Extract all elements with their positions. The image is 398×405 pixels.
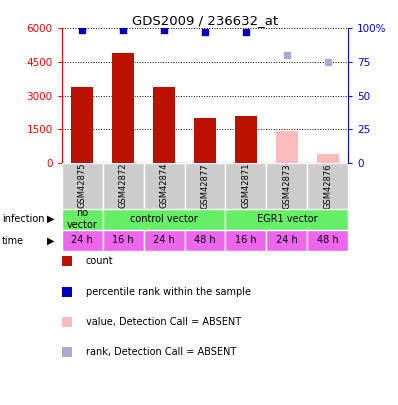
Bar bbox=[316, 154, 339, 163]
Text: value, Detection Call = ABSENT: value, Detection Call = ABSENT bbox=[86, 317, 241, 327]
Point bbox=[325, 59, 331, 65]
Bar bbox=[103, 209, 225, 230]
Text: GSM42873: GSM42873 bbox=[282, 163, 291, 209]
Bar bbox=[112, 53, 135, 163]
Text: infection: infection bbox=[2, 214, 45, 224]
Text: EGR1 vector: EGR1 vector bbox=[257, 214, 317, 224]
Bar bbox=[62, 230, 103, 251]
Bar bbox=[71, 87, 94, 163]
Text: GSM42877: GSM42877 bbox=[201, 163, 209, 209]
Text: GSM42871: GSM42871 bbox=[242, 163, 250, 209]
Text: 48 h: 48 h bbox=[317, 235, 339, 245]
Bar bbox=[235, 116, 257, 163]
Bar bbox=[62, 209, 103, 230]
Text: no
vector: no vector bbox=[67, 209, 98, 230]
Point bbox=[161, 26, 167, 33]
Bar bbox=[225, 230, 266, 251]
Text: ▶: ▶ bbox=[47, 236, 55, 245]
Bar bbox=[225, 209, 348, 230]
Bar bbox=[62, 163, 103, 209]
Bar bbox=[103, 163, 144, 209]
Text: count: count bbox=[86, 256, 113, 266]
Text: control vector: control vector bbox=[130, 214, 198, 224]
Point bbox=[202, 29, 208, 36]
Bar bbox=[266, 230, 307, 251]
Bar bbox=[266, 163, 307, 209]
Text: rank, Detection Call = ABSENT: rank, Detection Call = ABSENT bbox=[86, 347, 236, 357]
Text: GSM42872: GSM42872 bbox=[119, 163, 128, 209]
Text: GSM42876: GSM42876 bbox=[323, 163, 332, 209]
Bar bbox=[103, 230, 144, 251]
Text: 16 h: 16 h bbox=[112, 235, 134, 245]
Bar bbox=[153, 87, 175, 163]
Bar bbox=[194, 118, 216, 163]
Bar bbox=[185, 230, 225, 251]
Bar bbox=[144, 163, 185, 209]
Point bbox=[120, 26, 126, 33]
Point bbox=[79, 26, 85, 33]
Text: 24 h: 24 h bbox=[71, 235, 93, 245]
Bar bbox=[225, 163, 266, 209]
Point bbox=[243, 29, 249, 36]
Text: percentile rank within the sample: percentile rank within the sample bbox=[86, 287, 251, 296]
Bar bbox=[307, 230, 348, 251]
Text: ▶: ▶ bbox=[47, 214, 55, 224]
Point bbox=[284, 52, 290, 58]
Text: 24 h: 24 h bbox=[153, 235, 175, 245]
Bar bbox=[275, 131, 298, 163]
Text: 24 h: 24 h bbox=[276, 235, 298, 245]
Text: time: time bbox=[2, 236, 24, 245]
Bar bbox=[307, 163, 348, 209]
Text: GSM42874: GSM42874 bbox=[160, 163, 168, 209]
Bar bbox=[185, 163, 225, 209]
Bar bbox=[144, 230, 185, 251]
Title: GDS2009 / 236632_at: GDS2009 / 236632_at bbox=[132, 14, 278, 27]
Text: 16 h: 16 h bbox=[235, 235, 257, 245]
Text: 48 h: 48 h bbox=[194, 235, 216, 245]
Text: GSM42875: GSM42875 bbox=[78, 163, 87, 209]
